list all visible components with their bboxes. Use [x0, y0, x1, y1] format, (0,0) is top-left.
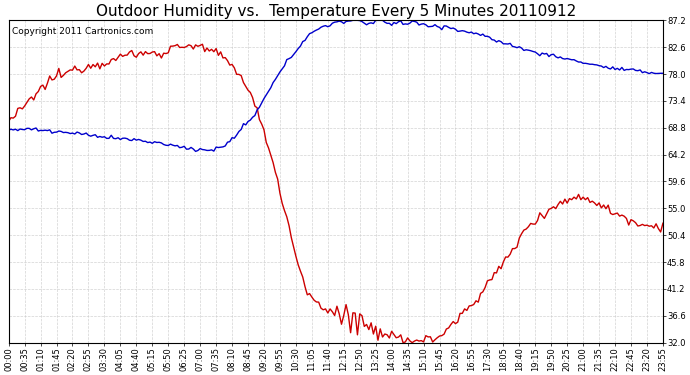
- Title: Outdoor Humidity vs.  Temperature Every 5 Minutes 20110912: Outdoor Humidity vs. Temperature Every 5…: [96, 4, 576, 19]
- Text: Copyright 2011 Cartronics.com: Copyright 2011 Cartronics.com: [12, 27, 153, 36]
